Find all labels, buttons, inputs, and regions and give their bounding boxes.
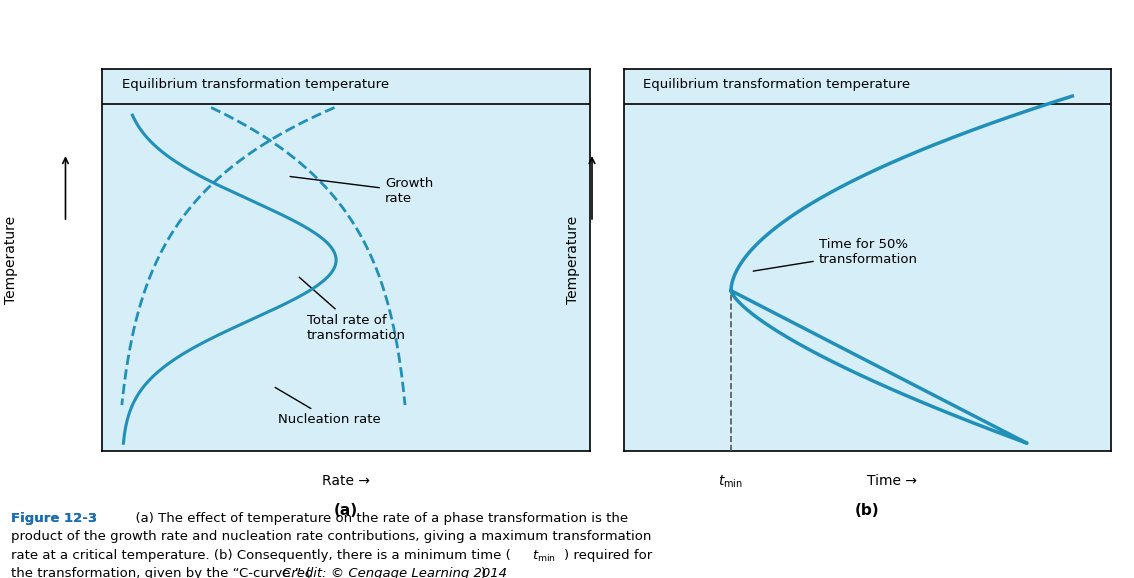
Text: Equilibrium transformation temperature: Equilibrium transformation temperature [643, 78, 911, 91]
Text: Temperature: Temperature [5, 216, 18, 304]
Text: the transformation, given by the “C-curve.” (: the transformation, given by the “C-curv… [11, 567, 311, 578]
Text: $t_{\rm min}$: $t_{\rm min}$ [532, 549, 556, 564]
Text: Nucleation rate: Nucleation rate [276, 387, 380, 425]
Text: $t_{\rm min}$: $t_{\rm min}$ [719, 474, 744, 490]
Text: ): ) [481, 567, 486, 578]
Text: (a) The effect of temperature on the rate of a phase transformation is the: (a) The effect of temperature on the rat… [127, 512, 628, 524]
Text: ) required for: ) required for [564, 549, 652, 561]
Text: (b): (b) [855, 503, 880, 518]
Text: Rate →: Rate → [322, 474, 370, 488]
Text: Total rate of
transformation: Total rate of transformation [299, 277, 406, 342]
Text: Growth
rate: Growth rate [290, 176, 433, 205]
Text: Credit: © Cengage Learning 2014: Credit: © Cengage Learning 2014 [282, 567, 507, 578]
Text: Figure 12-3: Figure 12-3 [11, 512, 98, 524]
Text: (a): (a) [333, 503, 358, 518]
Text: Figure 12-3: Figure 12-3 [11, 512, 98, 524]
Text: Time →: Time → [868, 474, 917, 488]
Text: Temperature: Temperature [566, 216, 579, 304]
Text: Equilibrium transformation temperature: Equilibrium transformation temperature [121, 78, 389, 91]
Text: rate at a critical temperature. (b) Consequently, there is a minimum time (: rate at a critical temperature. (b) Cons… [11, 549, 511, 561]
Text: Time for 50%
transformation: Time for 50% transformation [753, 239, 917, 271]
Text: product of the growth rate and nucleation rate contributions, giving a maximum t: product of the growth rate and nucleatio… [11, 530, 652, 543]
